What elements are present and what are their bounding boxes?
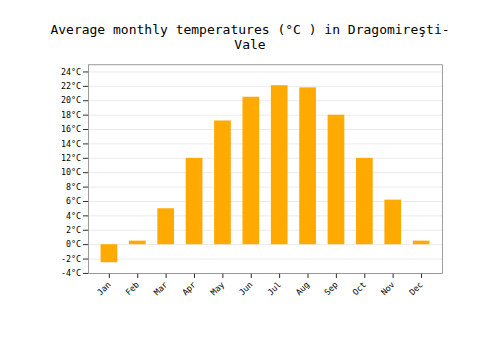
svg-text:4°C: 4°C [66,211,81,221]
svg-text:16°C: 16°C [61,124,81,134]
html-text:Average monthly temperatures (: Average monthly temperatures (°C ) in Dr… [50,22,450,52]
svg-text:6°C: 6°C [66,196,81,206]
svg-text:Oct: Oct [350,280,368,298]
svg-text:22°C: 22°C [61,81,81,91]
svg-text:Nov: Nov [379,280,397,298]
svg-text:0°C: 0°C [66,239,81,249]
svg-text:Feb: Feb [123,280,141,298]
svg-text:Apr: Apr [180,280,198,298]
svg-text:2°C: 2°C [66,225,81,235]
svg-text:Jul: Jul [265,280,283,298]
svg-text:Jan: Jan [95,280,113,298]
svg-text:14°C: 14°C [61,139,81,149]
svg-text:-2°C: -2°C [61,254,81,264]
svg-text:Jun: Jun [237,280,255,298]
svg-text:Sep: Sep [322,280,340,298]
svg-text:Dec: Dec [407,280,425,298]
svg-text:18°C: 18°C [61,110,81,120]
svg-text:May: May [208,280,226,298]
svg-text:-4°C: -4°C [61,268,81,278]
svg-text:10°C: 10°C [61,167,81,177]
svg-text:Aug: Aug [294,280,312,298]
svg-text:8°C: 8°C [66,182,81,192]
svg-text:20°C: 20°C [61,95,81,105]
svg-text:12°C: 12°C [61,153,81,163]
svg-text:Mar: Mar [152,280,170,298]
svg-text:24°C: 24°C [61,67,81,77]
